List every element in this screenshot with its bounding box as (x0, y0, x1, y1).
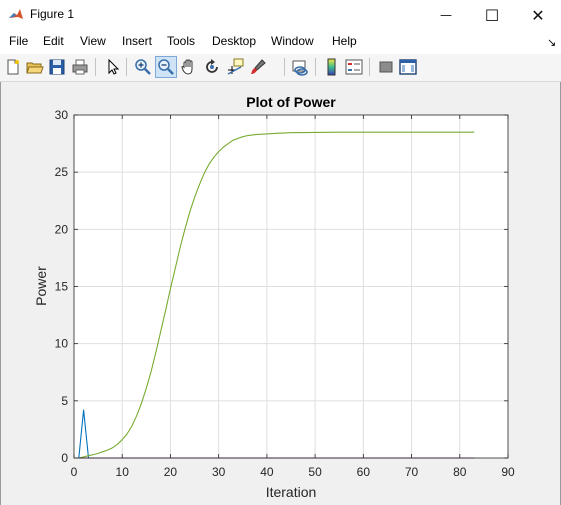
x-axis-label: Iteration (266, 484, 317, 500)
toolbar-separator (369, 58, 370, 76)
x-tick-label: 90 (501, 465, 515, 479)
data-cursor-button[interactable] (225, 57, 245, 77)
colorbar-icon (327, 58, 336, 76)
zoom-in-icon (135, 59, 151, 75)
menu-tools[interactable]: Tools (167, 34, 196, 48)
zoom-in-button[interactable] (133, 57, 153, 77)
zoom-out-icon (158, 59, 174, 75)
brush-icon (251, 59, 266, 74)
menu-view[interactable]: View (80, 34, 106, 48)
hide-plot-tools-icon (379, 61, 393, 73)
link-plot-button[interactable] (290, 57, 310, 77)
colorbar-button[interactable] (322, 57, 342, 77)
toolbar-separator (126, 58, 127, 76)
rotate-3d-icon (206, 59, 218, 73)
legend-icon (345, 59, 363, 75)
open-file-icon (26, 62, 44, 74)
maximize-icon: ☐ (484, 5, 500, 25)
print-icon (72, 59, 88, 75)
edit-plot-button[interactable] (102, 57, 122, 77)
menu-window[interactable]: Window (271, 34, 314, 48)
show-plot-tools-icon (399, 59, 417, 75)
y-tick-labels: 0 5 10 15 20 25 30 (55, 108, 69, 465)
open-file-button[interactable] (25, 57, 45, 77)
y-axis-label: Power (33, 266, 49, 306)
edit-plot-arrow-icon (108, 58, 120, 75)
x-tick-label: 40 (260, 465, 274, 479)
chart-title: Plot of Power (246, 94, 336, 110)
menu-help[interactable]: Help (332, 34, 357, 48)
x-tick-label: 30 (212, 465, 226, 479)
x-tick-label: 80 (453, 465, 467, 479)
y-tick-label: 25 (55, 165, 69, 179)
y-tick-label: 10 (55, 337, 69, 351)
x-tick-label: 20 (164, 465, 178, 479)
menu-file[interactable]: File (9, 34, 29, 48)
x-tick-label: 60 (357, 465, 371, 479)
show-plot-tools-button[interactable] (398, 57, 418, 77)
maximize-button[interactable]: ☐ (469, 0, 515, 30)
legend-button[interactable] (344, 57, 364, 77)
new-figure-button[interactable] (3, 57, 23, 77)
menu-insert[interactable]: Insert (122, 34, 153, 48)
x-tick-label: 0 (71, 465, 78, 479)
minimize-icon: — (440, 8, 452, 22)
tick-marks (73, 114, 509, 459)
print-button[interactable] (70, 57, 90, 77)
menu-desktop[interactable]: Desktop (212, 34, 257, 48)
rotate-3d-button[interactable] (202, 57, 222, 77)
data-cursor-icon (227, 58, 244, 75)
link-plot-icon (292, 60, 308, 76)
toolbar-separator (315, 58, 316, 76)
x-tick-label: 50 (308, 465, 322, 479)
close-icon: ✕ (531, 5, 545, 25)
new-figure-icon (7, 59, 19, 75)
brush-button[interactable] (248, 57, 268, 77)
plot-canvas[interactable]: 0 10 20 30 40 50 60 70 80 90 0 5 10 15 20 25 30 Plot of… (0, 82, 561, 505)
grid-lines (74, 115, 508, 458)
save-icon (49, 59, 65, 75)
window-title: Figure 1 (30, 7, 75, 21)
zoom-out-button[interactable] (155, 56, 177, 78)
pan-hand-icon (181, 59, 193, 75)
y-tick-label: 0 (61, 451, 68, 465)
x-tick-label: 10 (116, 465, 130, 479)
save-button[interactable] (47, 57, 67, 77)
figure-toolbar (0, 54, 561, 82)
menu-overflow-icon[interactable]: ↘ (547, 36, 557, 49)
minimize-button[interactable]: — (423, 0, 469, 30)
close-button[interactable]: ✕ (515, 0, 561, 30)
y-tick-label: 30 (55, 108, 69, 122)
x-tick-label: 70 (405, 465, 419, 479)
window-titlebar: Figure 1 — ☐ ✕ (0, 0, 561, 30)
y-tick-label: 5 (61, 394, 68, 408)
x-tick-labels: 0 10 20 30 40 50 60 70 80 90 (71, 465, 515, 479)
series-line-green[interactable] (78, 131, 475, 459)
y-tick-label: 15 (55, 280, 69, 294)
pan-button[interactable] (179, 57, 199, 77)
menu-edit[interactable]: Edit (43, 34, 64, 48)
toolbar-separator (284, 58, 285, 76)
y-tick-label: 20 (55, 222, 69, 236)
hide-plot-tools-button[interactable] (376, 57, 396, 77)
menubar: File Edit View Insert Tools Desktop Wind… (0, 30, 561, 54)
toolbar-separator (95, 58, 96, 76)
matlab-logo-icon (9, 9, 23, 19)
